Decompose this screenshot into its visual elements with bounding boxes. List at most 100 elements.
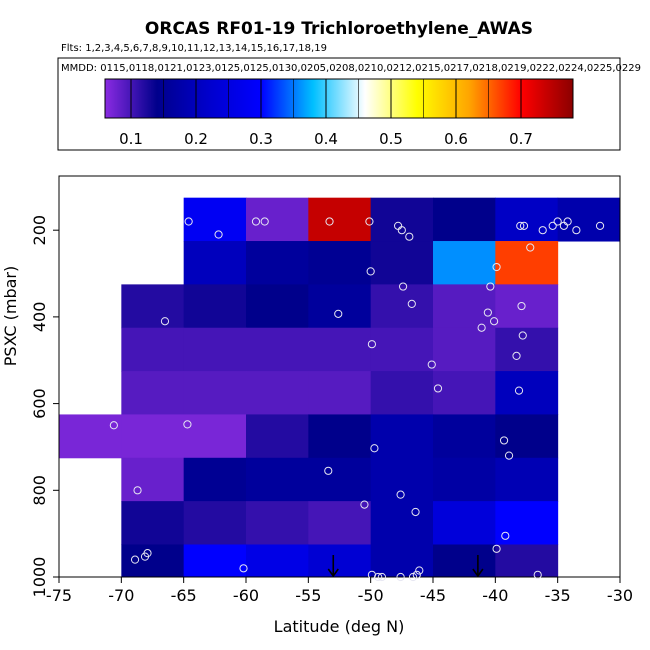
sample-point: [334, 309, 343, 318]
heatmap-cell: [308, 327, 372, 372]
sample-point: [366, 267, 375, 276]
arrow-head: [327, 568, 339, 578]
heatmap-cell: [308, 414, 372, 459]
heatmap-cell: [495, 501, 559, 545]
heatmap-cell: [370, 284, 434, 329]
chart-title: ORCAS RF01-19 Trichloroethylene_AWAS: [145, 19, 533, 39]
sample-point: [427, 360, 436, 369]
dates-label: MMDD: 0115,0118,0121,0123,0125,0125,0130…: [61, 63, 641, 74]
arrow-marker: [327, 555, 339, 578]
heatmap-cell: [308, 544, 372, 578]
sample-point: [477, 323, 486, 332]
heatmap-cell: [183, 241, 247, 285]
heatmap-cell: [246, 501, 309, 545]
colorbar-tick-label: 0.5: [379, 130, 403, 148]
heatmap-cell: [246, 284, 309, 329]
x-tick-label: -70: [108, 586, 134, 605]
sample-point: [396, 572, 405, 582]
sample-point: [538, 226, 547, 235]
heatmap-cell: [183, 327, 247, 372]
sample-point: [360, 500, 369, 509]
colorbar-tick-label: 0.2: [184, 130, 208, 148]
sample-point: [486, 282, 495, 291]
heatmap-cell: [433, 197, 496, 242]
sample-point: [504, 451, 514, 460]
sample-point: [133, 486, 142, 495]
x-tick-label: -75: [46, 586, 72, 605]
sample-point: [183, 420, 192, 429]
sample-point: [514, 386, 524, 395]
plot-frame: [58, 175, 621, 578]
heatmap-cell: [183, 371, 247, 415]
heatmap-cell: [246, 457, 309, 502]
sample-point: [518, 331, 527, 340]
heatmap-cell: [370, 414, 434, 459]
sample-point: [407, 299, 416, 308]
y-tick-label: 200: [30, 215, 49, 246]
heatmap-cell: [183, 457, 247, 502]
sample-point: [239, 564, 248, 573]
sample-point: [519, 221, 529, 230]
y-tick-label: 600: [30, 388, 49, 419]
sample-point: [398, 282, 408, 291]
y-tick-label: 1000: [30, 557, 49, 598]
heatmap-cell: [183, 414, 247, 459]
sample-point: [572, 226, 581, 235]
sample-point: [140, 552, 150, 561]
sample-point: [160, 317, 170, 326]
heatmap-cell: [308, 457, 372, 502]
colorbar-tick-label: 0.4: [314, 130, 338, 148]
sample-point: [516, 221, 525, 230]
sample-point: [214, 230, 223, 239]
sample-point: [526, 243, 535, 252]
sample-point: [374, 572, 383, 582]
heatmap-cell: [121, 371, 185, 415]
sample-point: [367, 340, 377, 349]
sample-point: [109, 421, 118, 430]
heatmap-cell: [557, 197, 621, 242]
sample-point: [563, 217, 572, 226]
y-tick-label: 400: [30, 302, 49, 333]
heatmap-cell: [433, 371, 496, 415]
sample-point: [499, 436, 509, 445]
heatmap-cell: [59, 414, 122, 459]
sample-point: [517, 301, 526, 311]
x-tick-label: -45: [420, 586, 446, 605]
sample-point: [397, 226, 406, 235]
heatmap-cell: [370, 241, 434, 285]
heatmap-cell: [370, 457, 434, 502]
colorbar: [104, 78, 574, 119]
sample-point: [512, 351, 521, 361]
sample-point: [260, 217, 269, 226]
sample-point: [370, 444, 379, 453]
sample-point: [325, 217, 334, 226]
heatmap-cell: [308, 197, 372, 242]
sample-point: [492, 544, 501, 553]
heatmap-cell: [433, 327, 496, 372]
heatmap-cell: [495, 327, 559, 372]
sample-point: [324, 466, 333, 475]
heatmap-cell: [121, 284, 185, 329]
heatmap-cell: [246, 241, 309, 285]
heatmap-cell: [495, 197, 559, 242]
colorbar-tick-label: 0.7: [509, 130, 533, 148]
heatmap-cell: [246, 327, 309, 372]
heatmap-cell: [495, 457, 559, 502]
heatmap-cell: [246, 371, 309, 415]
sample-point: [553, 217, 562, 226]
heatmap-cell: [370, 501, 434, 545]
heatmap-cell: [121, 544, 185, 578]
heatmap-cell: [121, 414, 185, 459]
sample-point: [377, 572, 386, 582]
heatmap-cell: [495, 414, 559, 459]
x-tick-label: -35: [545, 586, 571, 605]
sample-point: [412, 570, 421, 579]
heatmap-cell: [370, 197, 434, 242]
sample-point: [489, 317, 499, 326]
heatmap-cell: [308, 501, 372, 545]
x-axis-label: Latitude (deg N): [274, 617, 405, 636]
heatmap-cell: [246, 197, 309, 242]
arrow-marker: [472, 555, 484, 578]
flights-label: Flts: 1,2,3,4,5,6,7,8,9,10,11,12,13,14,1…: [61, 43, 327, 54]
